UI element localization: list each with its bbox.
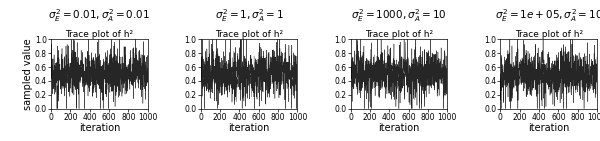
Title: Trace plot of h²: Trace plot of h² xyxy=(215,30,283,39)
Text: $\sigma_E^2=0.01,\sigma_A^2=0.01$: $\sigma_E^2=0.01,\sigma_A^2=0.01$ xyxy=(49,7,151,24)
Title: Trace plot of h²: Trace plot of h² xyxy=(65,30,133,39)
Title: Trace plot of h²: Trace plot of h² xyxy=(515,30,583,39)
X-axis label: iteration: iteration xyxy=(79,123,120,133)
X-axis label: iteration: iteration xyxy=(528,123,569,133)
Y-axis label: sampled value: sampled value xyxy=(23,38,34,110)
Text: $\sigma_E^2=1e+05,\sigma_A^2=10$: $\sigma_E^2=1e+05,\sigma_A^2=10$ xyxy=(494,7,600,24)
X-axis label: iteration: iteration xyxy=(229,123,270,133)
Title: Trace plot of h²: Trace plot of h² xyxy=(365,30,433,39)
Text: $\sigma_E^2=1,\sigma_A^2=1$: $\sigma_E^2=1,\sigma_A^2=1$ xyxy=(215,7,284,24)
X-axis label: iteration: iteration xyxy=(378,123,419,133)
Text: $\sigma_E^2=1000,\sigma_A^2=10$: $\sigma_E^2=1000,\sigma_A^2=10$ xyxy=(351,7,447,24)
